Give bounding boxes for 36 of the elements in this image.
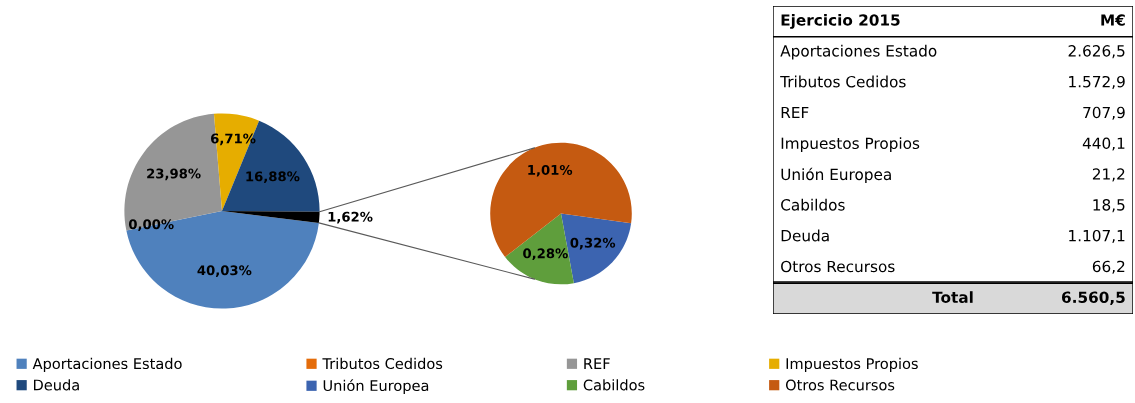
data-label: 16,88% [246,171,300,184]
data-label: 0,32% [570,237,616,250]
text: 1.107,1 [1069,229,1125,243]
legend-label: REF [584,358,610,369]
legend-label: Cabildos [583,379,645,391]
category-label: Unión Europea [781,167,891,184]
category-label: Deuda [781,229,829,242]
data-label: 0,28% [523,248,568,261]
text: 21,2 [1092,168,1125,182]
data-label: 23,98% [147,168,201,181]
category-label: Aportaciones Estado [780,44,937,60]
text: 66,2 [1092,260,1125,274]
legend-label: Tributos Cedidos [322,357,443,370]
data-label: 1,01% [528,164,573,177]
text: 2.626,5 [1068,45,1125,59]
category-label: Impuestos Propios [781,137,920,152]
data-label: 40,03% [197,265,252,277]
text: 18,5 [1093,199,1125,213]
text: 0,00% [128,219,174,231]
text: 6.560,5 [1061,291,1125,305]
category-label: Tributos Cedidos [780,75,906,88]
legend-label: Deuda [34,379,79,391]
legend-label: Impuestos Propios [786,357,918,372]
text: 440,1 [1082,137,1125,151]
text: Total [932,291,973,304]
text: 1.572,9 [1069,75,1125,89]
category-label: Otros Recursos [781,260,895,273]
text: 707,9 [1083,106,1125,120]
text: M€ [1101,14,1125,26]
category-label: REF [781,106,809,119]
category-label: Cabildos [781,198,845,211]
text: Ejercicio 2015 [781,13,900,29]
legend-label: Unión Europea [323,379,429,394]
legend-label: Otros Recursos [785,379,895,391]
data-label: 1,62% [328,211,373,224]
legend-label: Aportaciones Estado [32,357,182,372]
